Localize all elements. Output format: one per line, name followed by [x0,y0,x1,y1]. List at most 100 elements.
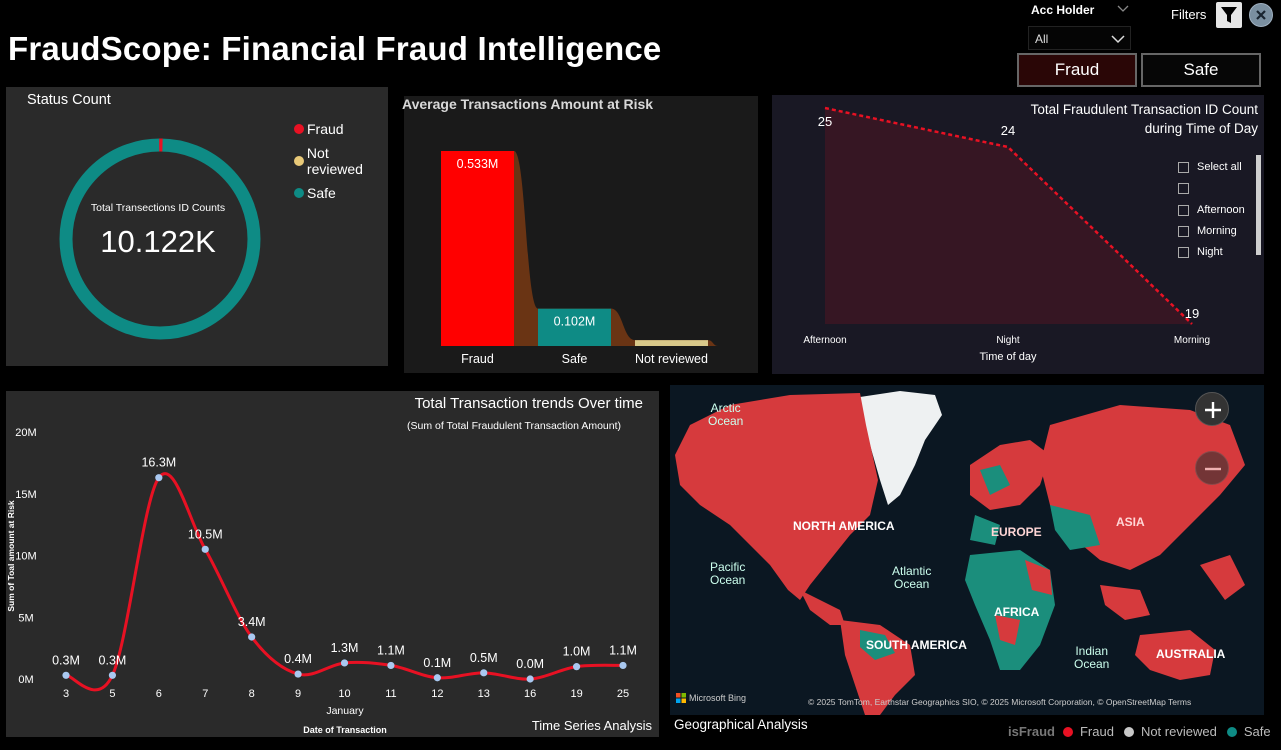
data-point[interactable] [294,670,302,678]
data-label: 1.0M [563,645,591,659]
data-point[interactable] [480,669,488,677]
chevron-down-icon[interactable] [1116,2,1130,14]
x-tick-label: 10 [338,688,350,700]
data-label: 0.1M [423,656,451,670]
map-label-south-america: SOUTH AMERICA [866,638,967,652]
checkbox[interactable] [1178,246,1189,258]
microsoft-icon [676,693,686,703]
data-point[interactable] [619,661,627,670]
area-fill [825,108,1192,324]
data-label: 1.1M [377,643,405,657]
y-tick-label: 20M [15,427,36,439]
checkbox[interactable] [1178,204,1189,216]
x-tick-label: 25 [617,688,629,700]
panel-title-line: during Time of Day [1144,121,1258,136]
x-tick-label: 16 [524,688,536,700]
x-tick-label: Night [996,335,1020,346]
legend-label[interactable]: Safe [1243,724,1271,739]
avg-amount-bar-chart[interactable]: 0.533M Fraud 0.102M Safe Not reviewed [404,96,758,373]
data-point[interactable] [108,671,117,679]
slicer-item-blank[interactable] [1178,182,1245,195]
x-axis-label: Time of day [979,351,1037,363]
map-label-text: Atlantic Ocean [892,564,932,591]
x-tick-label: Not reviewed [635,352,708,366]
map-label-africa: AFRICA [994,605,1040,619]
data-point[interactable] [340,659,349,667]
legend-dot [294,156,304,166]
data-label: 1.1M [609,643,637,657]
x-tick-label: 9 [295,688,301,700]
panel-footer: Time Series Analysis [531,718,652,733]
map-label-pacific: Pacific Ocean [710,561,745,587]
bar-safe[interactable] [538,308,611,346]
data-label: 16.3M [141,456,176,470]
map-legend-title: isFraud [1008,724,1055,739]
legend-label[interactable]: Not reviewed [1140,724,1217,739]
acc-holder-dropdown[interactable]: All [1028,26,1131,50]
trend-panel: Total Transaction trends Over time (Sum … [6,391,659,737]
trend-line-chart[interactable]: 0M 5M 10M 15M 20M 0.3M 3 0.3M 5 16.3M 6 10.5M 7 3.4M 8… [6,391,659,737]
data-point[interactable] [526,675,534,683]
close-icon [1256,10,1266,20]
time-of-day-area-chart[interactable]: 25 Afternoon 24 Night 19 Morning Time of day [772,95,1264,374]
data-label: 0.3M [52,653,80,667]
geo-map[interactable]: Arctic Ocean Pacific Ocean Atlantic Ocea… [670,385,1264,715]
data-point[interactable] [433,674,441,682]
zoom-in-button[interactable] [1195,392,1229,426]
checkbox[interactable] [1178,183,1189,194]
data-point[interactable] [387,661,395,670]
legend-label: Not reviewed [306,145,363,177]
x-tick-label: Fraud [461,352,494,366]
legend-item[interactable]: Safe [294,185,388,201]
world-map-graphic [670,385,1264,715]
time-of-day-slicer: Select all Afternoon Morning Night [1178,161,1245,258]
series-line [824,106,1193,325]
legend-label: Safe [307,185,336,201]
map-label-asia: ASIA [1116,515,1145,529]
slicer-item-night[interactable]: Night [1178,246,1245,258]
checkbox[interactable] [1178,161,1189,173]
data-label: 1.3M [331,641,359,655]
checkbox[interactable] [1178,225,1189,237]
fraud-filter-button[interactable]: Fraud [1017,53,1137,87]
data-point[interactable] [201,545,209,553]
x-tick-label: 11 [385,688,396,700]
legend-label[interactable]: Fraud [1079,724,1114,739]
data-point[interactable] [572,663,581,671]
slicer-item-afternoon[interactable]: Afternoon [1178,204,1245,216]
data-point[interactable] [62,671,70,679]
legend-dot [1062,726,1073,737]
map-label-australia: AUSTRALIA [1156,647,1226,661]
safe-filter-button[interactable]: Safe [1141,53,1261,87]
filter-button[interactable] [1216,2,1242,28]
bar-not-reviewed[interactable] [635,340,708,346]
data-point[interactable] [248,633,256,641]
zoom-out-button[interactable] [1195,451,1229,485]
data-label: 0.0M [516,657,544,671]
page-title: FraudScope: Financial Fraud Intelligence [8,30,662,67]
map-attribution[interactable]: © 2025 TomTom, Earthstar Geographics SIO… [808,697,1192,707]
x-tick-label: 5 [109,688,115,700]
legend-item[interactable]: Fraud [294,121,388,137]
status-donut-chart[interactable] [58,137,262,341]
x-tick-label: Afternoon [803,335,846,346]
slicer-scrollbar[interactable] [1256,155,1261,255]
legend-item[interactable]: Not reviewed [294,145,388,177]
panel-subtitle: (Sum of Total Fraudulent Transaction Amo… [407,420,621,432]
map-label-north-america: NORTH AMERICA [793,519,895,533]
x-tick-label: Safe [562,352,588,366]
status-legend: Fraud Not reviewed Safe [294,121,388,201]
data-label: 19 [1185,306,1199,321]
donut-value: 10.122K [100,224,216,259]
x-tick-label: 6 [156,688,162,700]
panel-title-line: Total Fraudulent Transaction ID Count [1030,102,1258,117]
y-tick-label: 0M [18,674,33,686]
bar-fraud[interactable] [441,151,514,346]
legend-dot [1123,726,1134,737]
data-point[interactable] [155,474,163,482]
clear-filters-button[interactable] [1249,3,1273,27]
x-tick-label: 7 [202,688,208,700]
slicer-item-morning[interactable]: Morning [1178,225,1245,237]
slicer-item-select-all[interactable]: Select all [1178,161,1245,173]
x-tick-label: 13 [478,688,490,700]
